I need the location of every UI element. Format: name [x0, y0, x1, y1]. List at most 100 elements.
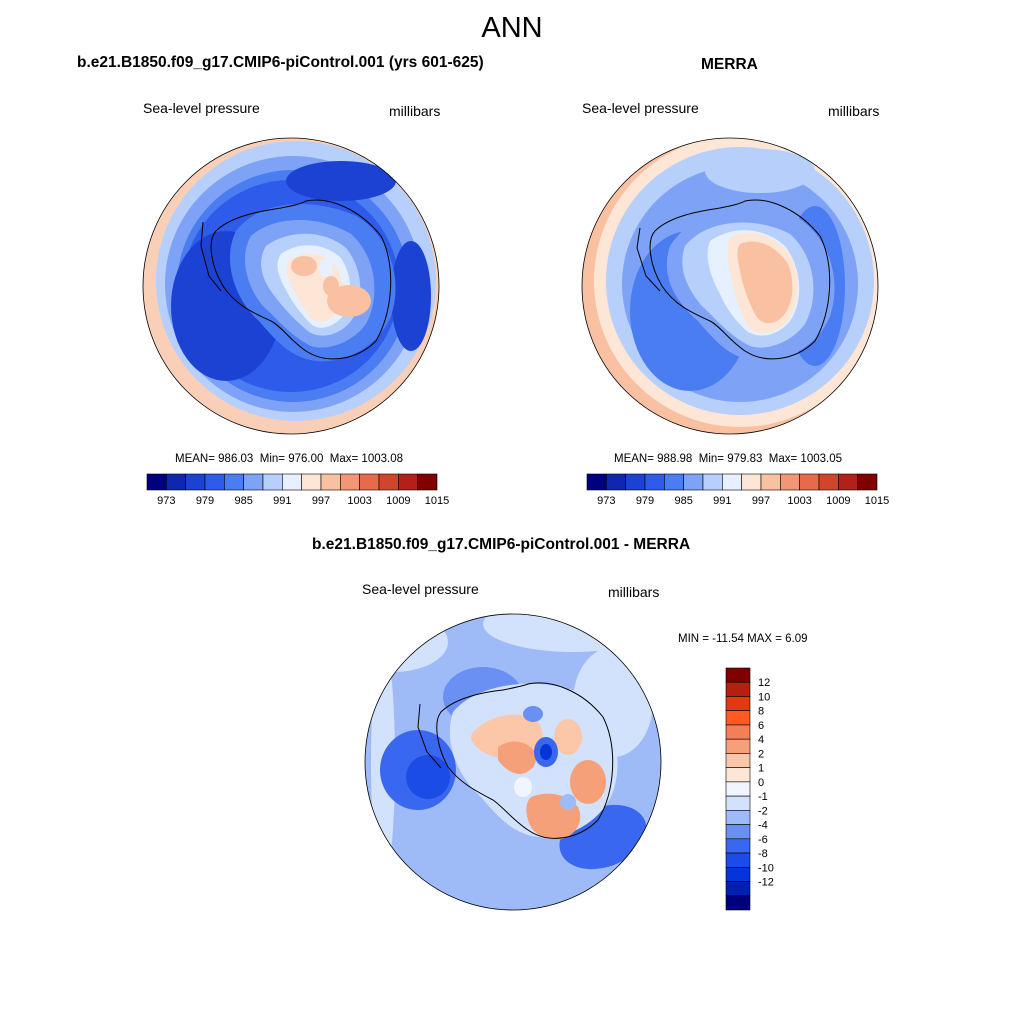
diff-colorbar-tick: 12	[758, 677, 770, 689]
diff-colorbar-tick: 0	[758, 777, 764, 789]
model-colorbar-box	[378, 473, 399, 491]
model-stats: MEAN= 986.03 Min= 976.00 Max= 1003.08	[175, 453, 403, 465]
model-colorbar-box	[262, 473, 283, 491]
diff-colorbar-box	[725, 852, 751, 868]
model-units-label: millibars	[389, 103, 441, 119]
diff-colorbar-tick: 1	[758, 763, 764, 775]
obs-colorbar-tick: 973	[597, 495, 615, 507]
obs-colorbar-box	[818, 473, 839, 491]
model-colorbar-box	[320, 473, 341, 491]
obs-colorbar-box	[799, 473, 820, 491]
obs-max-value: 1003.05	[800, 453, 842, 465]
obs-colorbar-box	[664, 473, 684, 491]
obs-panel-title: MERRA	[701, 56, 758, 73]
obs-colorbar-box	[586, 473, 607, 491]
model-colorbar-tick: 997	[312, 495, 330, 507]
obs-units-label: millibars	[828, 103, 880, 119]
diff-colorbar-box	[725, 838, 751, 854]
diff-colorbar-box	[725, 866, 751, 882]
obs-mean-value: 988.98	[657, 453, 693, 465]
obs-colorbar-box	[741, 473, 762, 491]
model-colorbar-tick: 979	[196, 495, 214, 507]
model-colorbar-tick: 985	[234, 495, 252, 507]
model-variable-label: Sea-level pressure	[143, 100, 260, 116]
model-max-label: Max=	[329, 453, 359, 465]
obs-colorbar-box	[838, 473, 858, 491]
model-colorbar-box	[166, 473, 186, 491]
diff-colorbar-box	[725, 824, 751, 840]
obs-colorbar-box	[683, 473, 704, 491]
model-colorbar-box	[243, 473, 264, 491]
model-colorbar-tick: 991	[273, 495, 291, 507]
obs-colorbar-box	[780, 473, 800, 491]
obs-colorbar-tick: 1003	[787, 495, 811, 507]
obs-stats: MEAN= 988.98 Min= 979.83 Max= 1003.05	[614, 453, 842, 465]
diff-colorbar-tick: -2	[758, 805, 768, 817]
model-mean-value: 986.03	[218, 453, 254, 465]
model-min-label: Min=	[259, 453, 285, 465]
model-colorbar-box	[146, 473, 167, 491]
model-colorbar: 973 979 985 991 997 1003 1009 1015	[146, 473, 449, 507]
obs-colorbar-box	[722, 473, 742, 491]
obs-colorbar-tick: 1015	[865, 495, 889, 507]
model-colorbar-box	[340, 473, 360, 491]
model-colorbar-box	[204, 473, 225, 491]
diff-colorbar-box	[725, 881, 751, 897]
obs-colorbar-tick: 1009	[826, 495, 850, 507]
model-colorbar-box	[359, 473, 380, 491]
obs-colorbar-tick: 985	[674, 495, 692, 507]
obs-colorbar-box	[702, 473, 723, 491]
model-colorbar-box	[282, 473, 302, 491]
diff-colorbar-box	[725, 781, 751, 797]
obs-colorbar-tick: 979	[636, 495, 654, 507]
diff-colorbar-tick: 6	[758, 720, 764, 732]
model-map	[142, 137, 440, 435]
diff-colorbar-box	[725, 710, 751, 726]
diff-colorbar-box	[725, 696, 751, 712]
obs-colorbar-box	[857, 473, 878, 491]
model-colorbar-tick: 1003	[347, 495, 371, 507]
obs-colorbar-box	[760, 473, 781, 491]
model-colorbar-box	[417, 473, 438, 491]
diff-colorbar-tick: 4	[758, 734, 764, 746]
model-mean-label: MEAN=	[175, 453, 215, 465]
obs-max-label: Max=	[768, 453, 798, 465]
diff-colorbar-tick: -10	[758, 862, 774, 874]
model-min-value: 976.00	[288, 453, 324, 465]
diff-colorbar-tick: -4	[758, 820, 768, 832]
model-colorbar-box	[301, 473, 322, 491]
diff-colorbar-box	[725, 810, 751, 825]
diff-colorbar-box	[725, 795, 751, 811]
model-colorbar-tick: 973	[157, 495, 175, 507]
model-max-value: 1003.08	[361, 453, 403, 465]
diff-colorbar-tick: 10	[758, 691, 770, 703]
diff-colorbar-tick: 8	[758, 706, 764, 718]
diff-colorbar-tick: -12	[758, 877, 774, 889]
diff-colorbar-tick: 2	[758, 748, 764, 760]
diff-colorbar-box	[725, 767, 751, 783]
model-panel-title: b.e21.B1850.f09_g17.CMIP6-piControl.001 …	[77, 54, 484, 71]
diff-colorbar-box	[725, 895, 751, 911]
diff-panel-title: b.e21.B1850.f09_g17.CMIP6-piControl.001 …	[312, 536, 691, 553]
model-colorbar-tick: 1015	[425, 495, 449, 507]
obs-min-value: 979.83	[727, 453, 763, 465]
diff-colorbar-box	[725, 738, 751, 754]
diff-colorbar-tick: -8	[758, 848, 768, 860]
diff-map	[364, 613, 662, 911]
obs-colorbar: 973 979 985 991 997 1003 1009 1015	[586, 473, 889, 507]
obs-min-label: Min=	[698, 453, 724, 465]
obs-colorbar-tick: 991	[713, 495, 731, 507]
diff-minmax: MIN = -11.54 MAX = 6.09	[678, 633, 808, 645]
model-colorbar-tick: 1009	[386, 495, 410, 507]
diff-units-label: millibars	[608, 584, 660, 600]
obs-colorbar-tick: 997	[752, 495, 770, 507]
obs-map	[581, 137, 879, 435]
obs-colorbar-box	[606, 473, 626, 491]
obs-mean-label: MEAN=	[614, 453, 654, 465]
obs-colorbar-box	[625, 473, 646, 491]
model-colorbar-box	[185, 473, 206, 491]
obs-variable-label: Sea-level pressure	[582, 100, 699, 116]
diff-colorbar-box	[725, 753, 751, 768]
obs-colorbar-box	[644, 473, 665, 491]
